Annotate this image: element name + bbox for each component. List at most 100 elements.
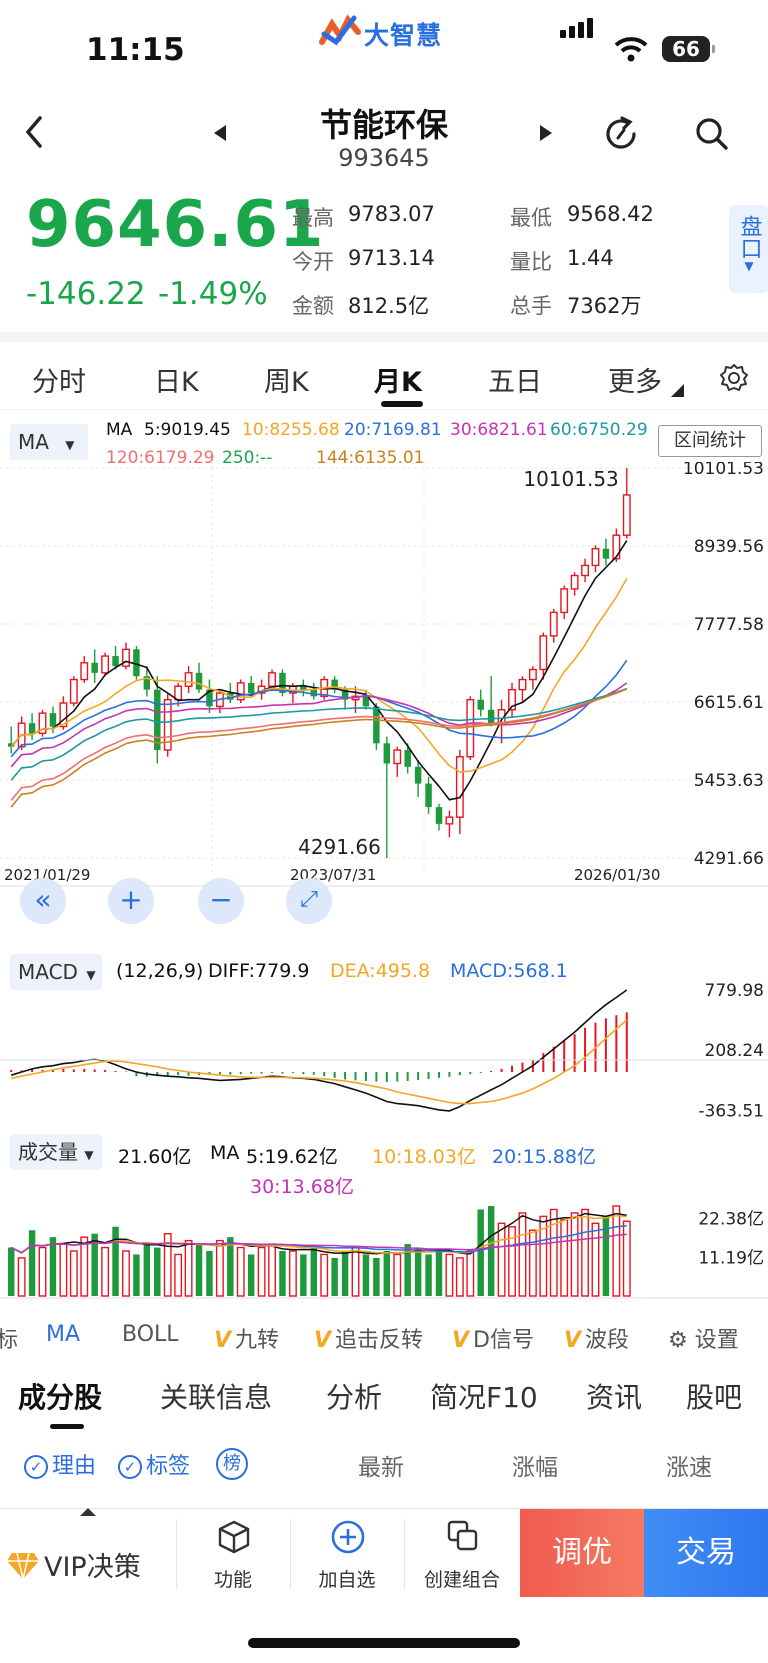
tab-fenshi[interactable]: 分时 [32,367,86,398]
kline-chart[interactable]: 10101.53 8939.56 7777.58 6615.61 5453.63 4291… [0,462,768,1304]
indicator-dsignal[interactable]: V D信号 [452,1322,534,1354]
tab-week-k[interactable]: 周K [264,367,309,398]
cube-icon [218,1520,250,1554]
prev-stock-icon[interactable] [212,124,228,142]
ma30-legend: 30:6821.61 [450,420,548,440]
scroll-left-button[interactable]: « [20,878,66,924]
search-icon[interactable] [694,116,730,152]
indicator-tag-partial[interactable]: 标 [0,1328,19,1353]
filter-rank[interactable]: 榜 [216,1448,252,1480]
volume-bar [300,1254,307,1296]
range-stats-button[interactable]: 区间统计 [658,425,762,457]
candle-body [184,672,193,687]
indicator-ma[interactable]: MA [46,1322,81,1347]
col-latest[interactable]: 最新 [358,1455,404,1481]
volume-bar [591,1222,600,1297]
volume-bar [38,1246,47,1297]
ma20-legend: 20:7169.81 [344,420,442,440]
tab-f10[interactable]: 简况F10 [430,1381,538,1414]
add-watchlist-button[interactable]: 加自选 [290,1509,404,1599]
macd-indicator-select[interactable]: MACD ▼ [10,954,102,990]
tab-constituents[interactable]: 成分股 [18,1381,103,1414]
volume-bar [279,1251,286,1296]
candle-body [560,588,569,614]
tab-five-day[interactable]: 五日 [488,367,542,398]
volume-bar [236,1246,245,1297]
volume-ma20: 20:15.88亿 [492,1146,596,1168]
volume-tick-label: 11.19亿 [698,1248,764,1268]
tab-related[interactable]: 关联信息 [160,1381,273,1414]
volume-bar [518,1212,527,1297]
candle-body [508,688,516,711]
candle-body [133,649,140,677]
volume-bar [362,1254,370,1296]
stock-code: 993645 [338,144,430,172]
indicator-zhuiji[interactable]: V 追击反转 [314,1322,423,1354]
volume-bar [227,1237,234,1296]
volume-bar [174,1253,183,1297]
back-icon[interactable] [22,114,46,150]
candle-body [341,689,349,700]
tab-month-k[interactable]: 月K [374,367,422,398]
ma5-legend: 5:9019.45 [144,420,231,440]
refresh-icon[interactable] [602,114,642,152]
volume-bar [206,1251,213,1296]
candle-body [49,713,57,727]
indicator-settings[interactable]: ⚙ 设置 [668,1322,739,1354]
tab-day-k[interactable]: 日K [154,367,199,398]
indicator-jiuzhuan[interactable]: V 九转 [214,1322,279,1354]
divider [290,1519,291,1589]
volume-bar [549,1208,558,1297]
candle-body [528,668,537,681]
candle-body [7,743,15,747]
filter-tag[interactable]: ✓ 标签 [118,1448,190,1480]
create-combo-button[interactable]: 创建组合 [404,1509,520,1599]
candle-body [373,706,380,744]
filter-reason[interactable]: ✓ 理由 [24,1448,96,1480]
pankou-button[interactable]: 盘口 ▼ [729,205,768,293]
indicator-boll[interactable]: BOLL [122,1322,179,1347]
gear-icon[interactable] [718,362,750,394]
zoom-out-button[interactable]: − [198,878,244,924]
col-change[interactable]: 涨幅 [512,1455,558,1481]
tune-button[interactable]: 调优 [520,1509,644,1597]
section-divider [0,332,768,342]
status-bar: 11:15 大智慧 66 [0,0,768,100]
bottom-action-bar: VIP决策 功能 加自选 创建组合 调优 交易 [0,1508,768,1598]
next-stock-icon[interactable] [538,124,554,142]
tab-more[interactable]: 更多 [608,367,662,398]
vip-decision-button[interactable]: VIP决策 [0,1509,176,1599]
plus-icon: + [119,883,143,916]
col-speed[interactable]: 涨速 [666,1455,712,1481]
macd-params: (12,26,9) [116,960,204,982]
filter-tag-label: 标签 [146,1454,191,1479]
low-label: 最低 [510,206,552,230]
main-indicator-select[interactable]: MA ▼ [10,424,88,460]
fullscreen-button[interactable]: ⤢ [286,878,332,924]
caret-up-icon[interactable] [78,1505,98,1517]
volume-ma5-line [10,1212,627,1255]
volume-bar [487,1206,495,1296]
volume-bar [154,1247,161,1296]
indicator-boduan-label: 波段 [585,1328,630,1353]
volume-indicator-select[interactable]: 成交量 ▼ [10,1134,102,1170]
tab-forum[interactable]: 股吧 [686,1381,743,1414]
price-tick-label: 8939.56 [694,537,764,557]
zoom-in-button[interactable]: + [108,878,154,924]
add-watchlist-label: 加自选 [318,1569,376,1591]
last-price: 9646.61 [26,188,325,262]
volume-ma-label: MA [210,1142,240,1164]
candle-body [487,709,495,724]
indicator-boduan[interactable]: V 波段 [564,1322,629,1354]
tab-analysis[interactable]: 分析 [326,1381,383,1414]
check-circle-icon: ✓ [24,1455,48,1479]
volume-bar [425,1254,432,1296]
tab-news[interactable]: 资讯 [586,1381,643,1414]
function-button[interactable]: 功能 [176,1509,290,1599]
candle-body [414,766,422,784]
trade-button[interactable]: 交易 [644,1509,768,1597]
volume-bar [133,1254,140,1296]
amount-label: 金额 [292,294,334,318]
volume-bar [560,1219,569,1297]
